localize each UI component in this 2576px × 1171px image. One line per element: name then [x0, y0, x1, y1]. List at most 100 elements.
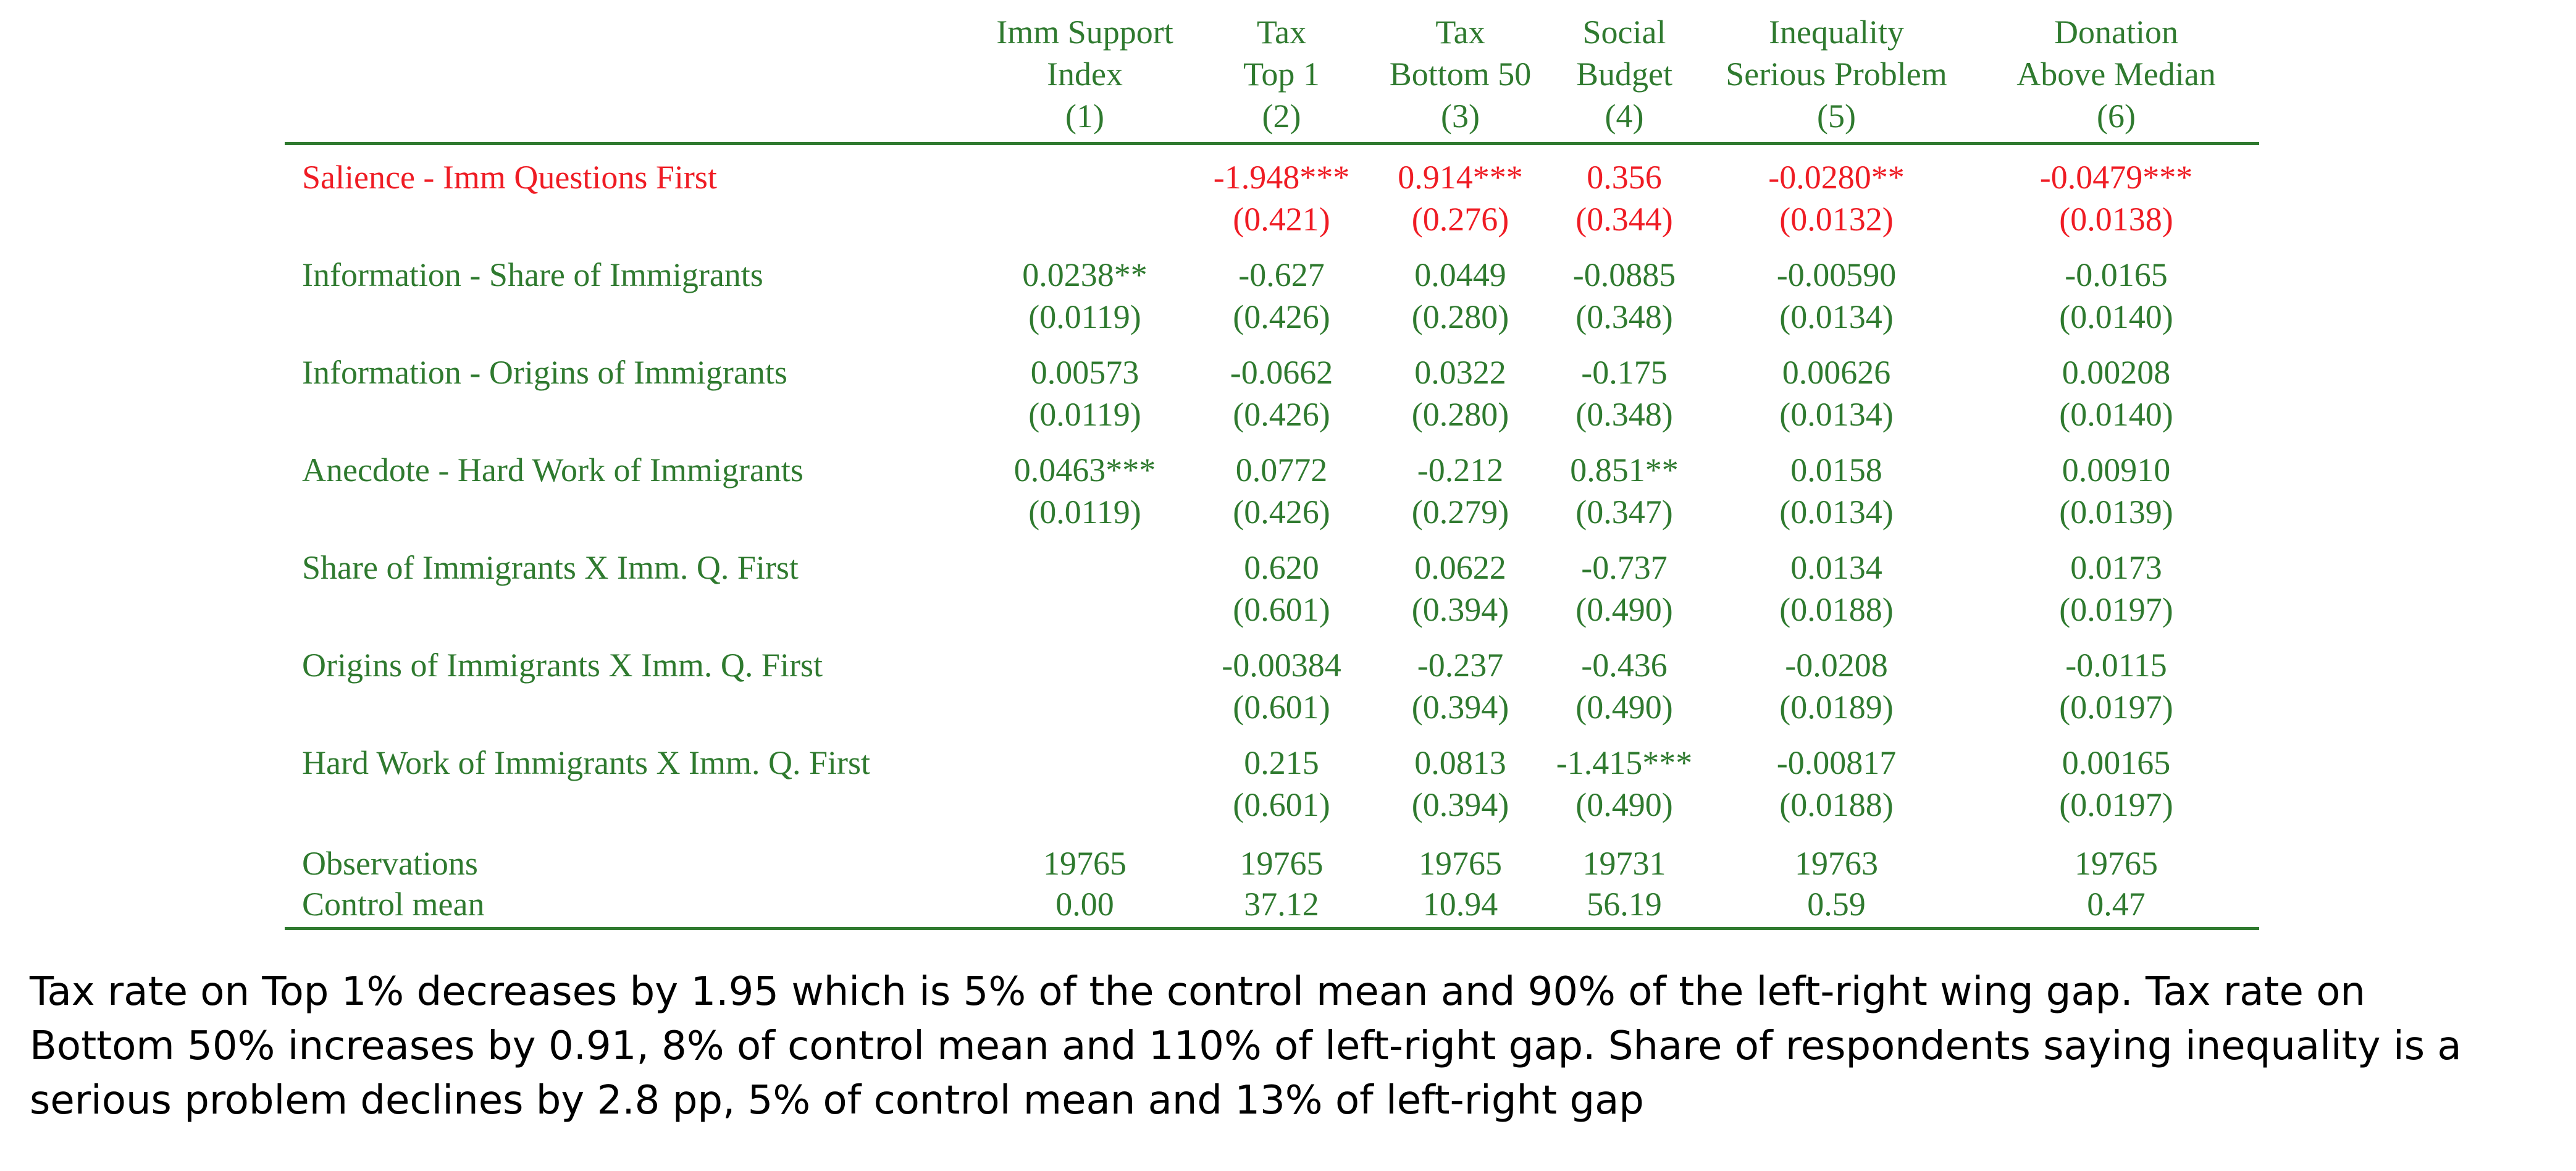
control-mean-cell: 0.59: [1700, 884, 1973, 930]
notes-line: serious problem declines by 2.8 pp, 5% o…: [30, 1078, 1644, 1123]
header-col4-line1: Social: [1582, 14, 1666, 51]
se-cell: (0.394): [1411, 786, 1509, 823]
control-mean-cell: 0.47: [1973, 884, 2259, 930]
header-col5-line2: Serious Problem: [1726, 56, 1947, 93]
table-row-se: (0.421) (0.276) (0.344) (0.0132) (0.0138…: [285, 198, 2259, 254]
se-cell: (0.347): [1575, 493, 1673, 531]
coef-cell: 0.0463***: [1013, 451, 1156, 489]
header-col6-line1: Donation: [2054, 14, 2178, 51]
se-cell: (0.276): [1411, 201, 1509, 238]
table-row-se: (0.0119) (0.426) (0.280) (0.348) (0.0134…: [285, 296, 2259, 351]
control-mean-row: Control mean 0.00 37.12 10.94 56.19 0.59…: [285, 884, 2259, 930]
coef-cell: -0.436: [1581, 647, 1668, 684]
se-cell: [978, 589, 1191, 644]
row-label: Anecdote - Hard Work of Immigrants: [302, 451, 803, 489]
coef-cell: 0.356: [1587, 159, 1662, 196]
coef-cell: [978, 742, 1191, 784]
observations-cell: 19731: [1582, 845, 1666, 882]
coef-cell: -0.0115: [2065, 647, 2167, 684]
coef-cell: -0.175: [1581, 354, 1668, 391]
se-cell: (0.0119): [1028, 396, 1141, 433]
se-cell: (0.0132): [1779, 201, 1894, 238]
header-col1-number: (1): [978, 95, 1191, 145]
se-label-empty: [285, 784, 978, 839]
se-cell: (0.0134): [1779, 493, 1894, 531]
table-row: Anecdote - Hard Work of Immigrants 0.046…: [285, 449, 2259, 491]
coef-cell: -1.948***: [1213, 159, 1350, 196]
header-col3-number: (3): [1372, 95, 1549, 145]
se-cell: [978, 686, 1191, 742]
coef-cell: 0.215: [1244, 744, 1319, 781]
coef-cell: -0.627: [1238, 256, 1325, 293]
header-col6-line2: Above Median: [2016, 56, 2216, 93]
coef-cell: [978, 144, 1191, 199]
observations-label: Observations: [302, 845, 478, 882]
se-cell: (0.0188): [1779, 786, 1894, 823]
observations-cell: 19765: [1043, 845, 1126, 882]
se-cell: (0.0138): [2059, 201, 2173, 238]
se-cell: (0.348): [1575, 396, 1673, 433]
se-cell: (0.344): [1575, 201, 1673, 238]
se-label-empty: [285, 393, 978, 449]
header-col5-line1: Inequality: [1769, 14, 1904, 51]
table-row: Information - Share of Immigrants 0.0238…: [285, 254, 2259, 296]
se-cell: (0.394): [1411, 689, 1509, 726]
se-label-empty: [285, 491, 978, 547]
table-row: Information - Origins of Immigrants 0.00…: [285, 351, 2259, 393]
se-cell: (0.421): [1233, 201, 1330, 238]
coef-cell: -0.237: [1417, 647, 1504, 684]
observations-cell: 19765: [1419, 845, 1502, 882]
summary-notes: Tax rate on Top 1% decreases by 1.95 whi…: [30, 965, 2562, 1128]
se-cell: (0.0140): [2059, 396, 2173, 433]
se-cell: (0.601): [1233, 591, 1330, 628]
se-cell: (0.0119): [1028, 298, 1141, 335]
coef-cell: 0.00165: [2062, 744, 2171, 781]
se-label-empty: [285, 296, 978, 351]
header-empty-cell: [285, 53, 978, 95]
table-row-se: (0.0119) (0.426) (0.279) (0.347) (0.0134…: [285, 491, 2259, 547]
table-row: Hard Work of Immigrants X Imm. Q. First …: [285, 742, 2259, 784]
header-col3-line1: Tax: [1435, 14, 1485, 51]
header-col6-number: (6): [1973, 95, 2259, 145]
row-label: Information - Share of Immigrants: [302, 256, 763, 293]
se-cell: (0.0134): [1779, 396, 1894, 433]
se-cell: (0.0188): [1779, 591, 1894, 628]
coef-cell: [978, 547, 1191, 589]
se-cell: (0.280): [1411, 298, 1509, 335]
coef-cell: -1.415***: [1556, 744, 1693, 781]
coef-cell: 0.00573: [1030, 354, 1139, 391]
coef-cell: 0.00910: [2062, 451, 2171, 489]
coef-cell: -0.0479***: [2039, 159, 2193, 196]
se-cell: (0.280): [1411, 396, 1509, 433]
se-cell: (0.0197): [2059, 786, 2173, 823]
se-cell: (0.0197): [2059, 689, 2173, 726]
header-col1-line1: Imm Support: [996, 14, 1173, 51]
row-label: Share of Immigrants X Imm. Q. First: [302, 549, 799, 586]
row-label: Salience - Imm Questions First: [302, 159, 717, 196]
row-label: Information - Origins of Immigrants: [302, 354, 787, 391]
control-mean-cell: 0.00: [978, 884, 1191, 930]
table-body: Salience - Imm Questions First -1.948***…: [285, 144, 2259, 930]
coef-cell: 0.620: [1244, 549, 1319, 586]
notes-line: Bottom 50% increases by 0.91, 8% of cont…: [30, 1023, 2462, 1069]
coef-cell: 0.851**: [1570, 451, 1679, 489]
header-col4-line2: Budget: [1576, 56, 1672, 93]
table-header: Imm Support Tax Tax Social Inequality Do…: [285, 0, 2259, 145]
coef-cell: 0.0622: [1414, 549, 1506, 586]
se-cell: (0.0189): [1779, 689, 1894, 726]
coef-cell: 0.0173: [2070, 549, 2162, 586]
header-col1-line2: Index: [1047, 56, 1123, 93]
control-mean-cell: 37.12: [1191, 884, 1372, 930]
observations-cell: 19765: [2075, 845, 2158, 882]
se-cell: (0.0139): [2059, 493, 2173, 531]
header-col2-line2: Top 1: [1243, 56, 1320, 93]
coef-cell: -0.737: [1581, 549, 1668, 586]
observations-cell: 19765: [1240, 845, 1324, 882]
observations-row: Observations 19765 19765 19765 19731 197…: [285, 839, 2259, 884]
header-empty-cell: [285, 0, 978, 53]
coef-cell: -0.0208: [1785, 647, 1888, 684]
coef-cell: 0.0322: [1414, 354, 1506, 391]
control-mean-cell: 10.94: [1372, 884, 1549, 930]
se-cell: (0.0119): [1028, 493, 1141, 531]
table-row: Salience - Imm Questions First -1.948***…: [285, 144, 2259, 199]
